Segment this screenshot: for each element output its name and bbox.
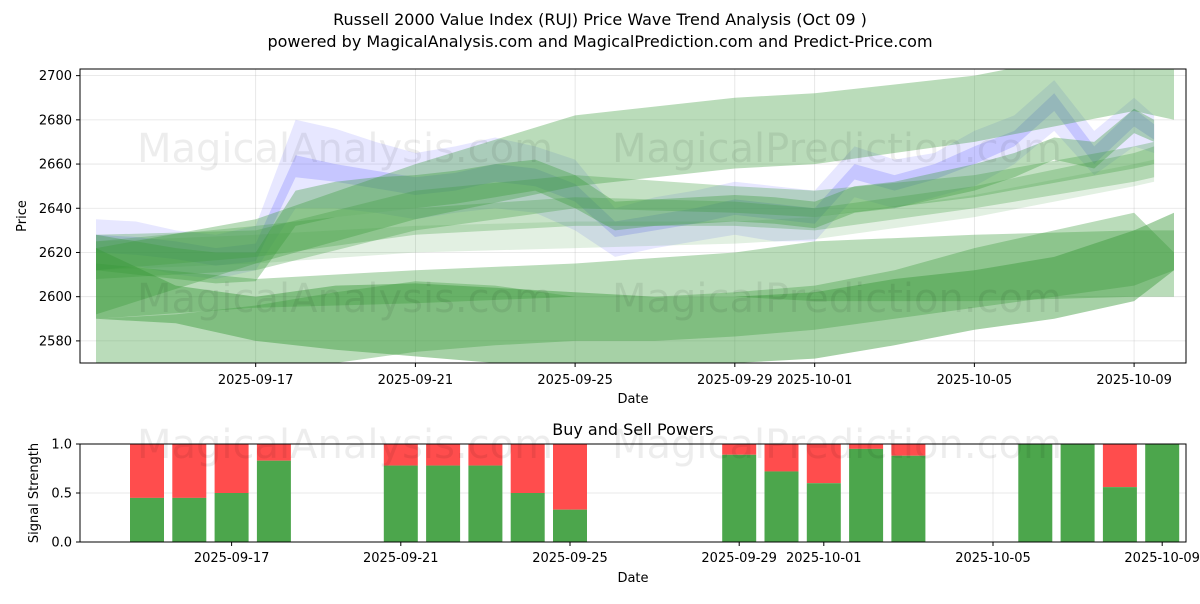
signal-x-tick-label-1: 2025-09-21 xyxy=(363,551,439,566)
lower-band-1 xyxy=(96,230,1174,319)
buy-bar-8 xyxy=(553,509,587,542)
chart-title-line2: powered by MagicalAnalysis.com and Magic… xyxy=(267,32,932,51)
trend-band-2 xyxy=(96,141,1155,279)
buy-bar-3 xyxy=(256,460,291,542)
buy-bar-11 xyxy=(806,483,841,542)
sell-bar-10 xyxy=(764,444,799,472)
sell-bar-11 xyxy=(806,444,841,484)
sell-bar-5 xyxy=(426,444,461,466)
price-y-ticks: 2580 2600 2620 2640 2660 2680 2700 xyxy=(39,69,80,349)
watermark-4: MagicalPrediction.com xyxy=(612,276,1062,322)
signal-x-tick-label-0: 2025-09-17 xyxy=(194,551,270,566)
price-x-tick-label-5: 2025-10-05 xyxy=(937,373,1013,388)
sell-bar-4 xyxy=(383,444,418,466)
price-chart-grid xyxy=(80,69,1186,363)
watermark-2: MagicalPrediction.com xyxy=(612,126,1062,172)
chart-title-line1: Russell 2000 Value Index (RUJ) Price Wav… xyxy=(333,10,867,29)
price-x-label: Date xyxy=(617,392,648,407)
buy-bar-15 xyxy=(1060,444,1095,542)
buy-bar-17 xyxy=(1145,444,1180,542)
sell-bar-0 xyxy=(130,444,164,498)
price-x-tick-label-0: 2025-09-17 xyxy=(218,373,294,388)
signal-x-tick-label-4: 2025-10-01 xyxy=(786,551,862,566)
signal-x-tick-label-2: 2025-09-25 xyxy=(532,551,608,566)
buy-bar-13 xyxy=(891,455,926,542)
price-y-tick-label-3: 2640 xyxy=(39,202,72,217)
signal-y-tick-label-1: 0.5 xyxy=(51,487,72,502)
watermark-5: MagicalAnalysis.com xyxy=(137,422,553,468)
signal-chart-watermarks: MagicalAnalysis.com MagicalPrediction.co… xyxy=(137,422,1062,468)
price-y-tick-label-1: 2600 xyxy=(39,290,72,305)
price-x-tick-label-1: 2025-09-21 xyxy=(378,373,454,388)
signal-chart: Buy and Sell Powers MagicalAnalysis.com … xyxy=(27,420,1200,586)
price-y-tick-label-6: 2700 xyxy=(39,69,72,84)
lower-band-2 xyxy=(96,212,1174,363)
lower-band-3 xyxy=(96,212,1174,363)
price-wave-blue-core xyxy=(96,93,1155,266)
price-y-tick-label-0: 2580 xyxy=(39,334,72,349)
signal-x-tick-label-5: 2025-10-05 xyxy=(955,551,1031,566)
buy-bar-5 xyxy=(426,465,461,542)
signal-y-label: Signal Strength xyxy=(27,443,42,543)
sell-bar-3 xyxy=(256,444,291,461)
signal-x-tick-label-3: 2025-09-29 xyxy=(701,551,777,566)
sell-bar-7 xyxy=(510,444,545,493)
buy-bar-16 xyxy=(1102,487,1137,542)
price-x-tick-label-3: 2025-09-29 xyxy=(697,373,773,388)
signal-x-tick-label-6: 2025-10-09 xyxy=(1124,551,1200,566)
buy-bar-10 xyxy=(764,471,799,542)
signal-x-ticks: 2025-09-17 2025-09-21 2025-09-25 2025-09-29… xyxy=(194,542,1200,566)
watermark-6: MagicalPrediction.com xyxy=(612,422,1062,468)
signal-y-tick-label-2: 1.0 xyxy=(51,438,72,453)
signal-chart-bars xyxy=(130,444,1180,542)
buy-bar-7 xyxy=(510,493,545,542)
sell-bar-6 xyxy=(468,444,503,466)
buy-bar-0 xyxy=(130,497,164,542)
price-y-tick-label-4: 2660 xyxy=(39,158,72,173)
sell-bar-9 xyxy=(722,444,757,455)
trend-band-3 xyxy=(96,146,1155,271)
sell-bar-16 xyxy=(1102,444,1137,488)
watermark-1: MagicalAnalysis.com xyxy=(137,126,553,172)
price-chart-frame xyxy=(79,68,1187,364)
signal-y-ticks: 0.0 0.5 1.0 xyxy=(51,438,80,551)
price-x-tick-label-4: 2025-10-01 xyxy=(777,373,853,388)
signal-chart-title: Buy and Sell Powers xyxy=(552,420,714,439)
buy-bar-1 xyxy=(172,497,207,542)
price-chart-bands xyxy=(96,69,1174,363)
price-y-tick-label-5: 2680 xyxy=(39,113,72,128)
price-x-ticks: 2025-09-17 2025-09-21 2025-09-25 2025-09-29… xyxy=(218,363,1172,388)
sell-bar-8 xyxy=(553,444,587,510)
price-y-tick-label-2: 2620 xyxy=(39,246,72,261)
price-chart: MagicalAnalysis.com MagicalPrediction.co… xyxy=(15,68,1187,407)
sell-bar-1 xyxy=(172,444,207,498)
buy-bar-9 xyxy=(722,454,757,542)
sell-bar-2 xyxy=(214,444,249,493)
signal-y-tick-label-0: 0.0 xyxy=(51,536,72,551)
signal-x-label: Date xyxy=(617,571,648,586)
buy-bar-14 xyxy=(1018,444,1053,542)
price-wave-blue-outer xyxy=(96,80,1155,279)
price-chart-watermarks: MagicalAnalysis.com MagicalPrediction.co… xyxy=(137,126,1062,322)
buy-bar-12 xyxy=(849,448,884,542)
buy-bar-6 xyxy=(468,465,503,542)
sell-bar-13 xyxy=(891,444,926,456)
watermark-3: MagicalAnalysis.com xyxy=(137,276,553,322)
sell-bar-12 xyxy=(849,444,884,449)
trend-band-1 xyxy=(96,69,1174,315)
buy-bar-4 xyxy=(383,465,418,542)
price-x-tick-label-6: 2025-10-09 xyxy=(1096,373,1172,388)
price-x-tick-label-2: 2025-09-25 xyxy=(537,373,613,388)
price-y-label: Price xyxy=(15,200,30,232)
price-wave-green xyxy=(96,108,1155,284)
buy-bar-2 xyxy=(214,493,249,542)
trend-band-4 xyxy=(96,159,1155,271)
